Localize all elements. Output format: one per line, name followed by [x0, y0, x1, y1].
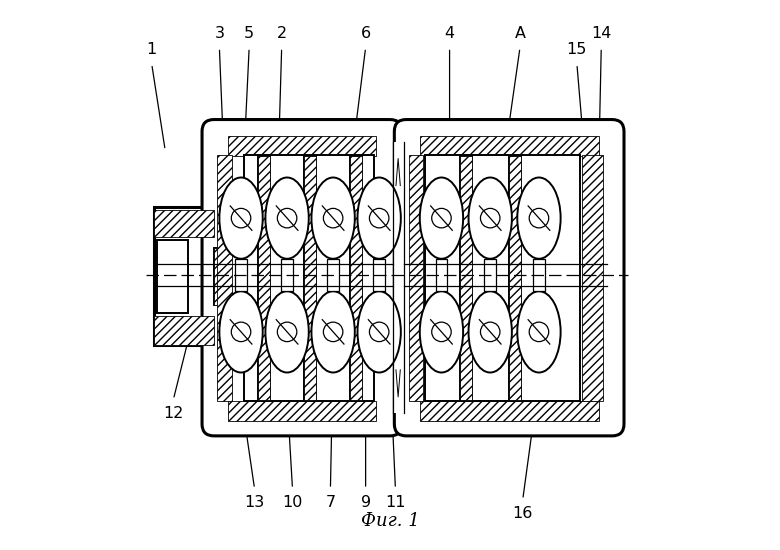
- Text: 4: 4: [445, 26, 455, 41]
- Polygon shape: [509, 156, 520, 400]
- Polygon shape: [420, 400, 598, 421]
- Ellipse shape: [357, 178, 401, 258]
- Polygon shape: [409, 155, 423, 400]
- Text: 15: 15: [567, 42, 587, 57]
- Polygon shape: [350, 156, 362, 400]
- Circle shape: [232, 208, 251, 228]
- Circle shape: [529, 322, 548, 342]
- Polygon shape: [217, 155, 232, 400]
- Ellipse shape: [420, 292, 463, 372]
- Text: 13: 13: [244, 496, 264, 510]
- Polygon shape: [435, 258, 448, 292]
- Text: 1: 1: [147, 42, 157, 57]
- Polygon shape: [327, 258, 339, 292]
- Ellipse shape: [311, 178, 355, 258]
- Ellipse shape: [357, 292, 401, 372]
- FancyBboxPatch shape: [395, 119, 624, 436]
- Polygon shape: [484, 258, 496, 292]
- Circle shape: [324, 322, 343, 342]
- Polygon shape: [154, 210, 214, 237]
- Text: 10: 10: [282, 496, 303, 510]
- Polygon shape: [460, 156, 472, 400]
- Polygon shape: [214, 248, 228, 305]
- Polygon shape: [258, 156, 270, 400]
- Polygon shape: [350, 156, 362, 400]
- Polygon shape: [583, 155, 603, 400]
- Ellipse shape: [265, 178, 309, 258]
- Polygon shape: [154, 316, 214, 345]
- Ellipse shape: [517, 292, 561, 372]
- Polygon shape: [425, 155, 580, 400]
- Polygon shape: [258, 156, 270, 400]
- Text: 5: 5: [244, 26, 254, 41]
- Text: 16: 16: [512, 507, 533, 521]
- Text: 7: 7: [325, 496, 335, 510]
- Text: 9: 9: [360, 496, 370, 510]
- Text: 6: 6: [360, 26, 370, 41]
- Polygon shape: [157, 240, 188, 313]
- Text: 8: 8: [585, 237, 596, 252]
- Text: Фиг. 1: Фиг. 1: [360, 513, 420, 530]
- Polygon shape: [154, 207, 214, 345]
- Ellipse shape: [469, 292, 512, 372]
- Polygon shape: [460, 156, 472, 400]
- Text: A: A: [515, 26, 526, 41]
- Text: 12: 12: [163, 406, 183, 421]
- Polygon shape: [373, 258, 385, 292]
- Polygon shape: [228, 400, 377, 421]
- Circle shape: [431, 322, 451, 342]
- Polygon shape: [420, 136, 598, 156]
- FancyBboxPatch shape: [202, 119, 402, 436]
- Ellipse shape: [469, 178, 512, 258]
- Circle shape: [480, 208, 500, 228]
- Circle shape: [278, 208, 297, 228]
- Ellipse shape: [265, 292, 309, 372]
- Circle shape: [529, 208, 548, 228]
- Polygon shape: [392, 142, 403, 413]
- Polygon shape: [533, 258, 545, 292]
- Circle shape: [324, 208, 343, 228]
- Ellipse shape: [219, 292, 263, 372]
- Polygon shape: [281, 258, 293, 292]
- Circle shape: [370, 208, 389, 228]
- Polygon shape: [235, 258, 247, 292]
- Ellipse shape: [219, 178, 263, 258]
- Circle shape: [370, 322, 389, 342]
- Circle shape: [480, 322, 500, 342]
- Polygon shape: [214, 248, 228, 305]
- Circle shape: [278, 322, 297, 342]
- Polygon shape: [304, 156, 316, 400]
- Circle shape: [232, 322, 251, 342]
- Circle shape: [431, 208, 451, 228]
- Ellipse shape: [517, 178, 561, 258]
- Polygon shape: [228, 136, 377, 156]
- Polygon shape: [509, 156, 520, 400]
- Polygon shape: [304, 156, 316, 400]
- Text: 2: 2: [277, 26, 287, 41]
- Ellipse shape: [420, 178, 463, 258]
- Ellipse shape: [311, 292, 355, 372]
- Text: 3: 3: [215, 26, 225, 41]
- Text: 11: 11: [385, 496, 406, 510]
- Polygon shape: [243, 155, 374, 400]
- Text: 14: 14: [591, 26, 612, 41]
